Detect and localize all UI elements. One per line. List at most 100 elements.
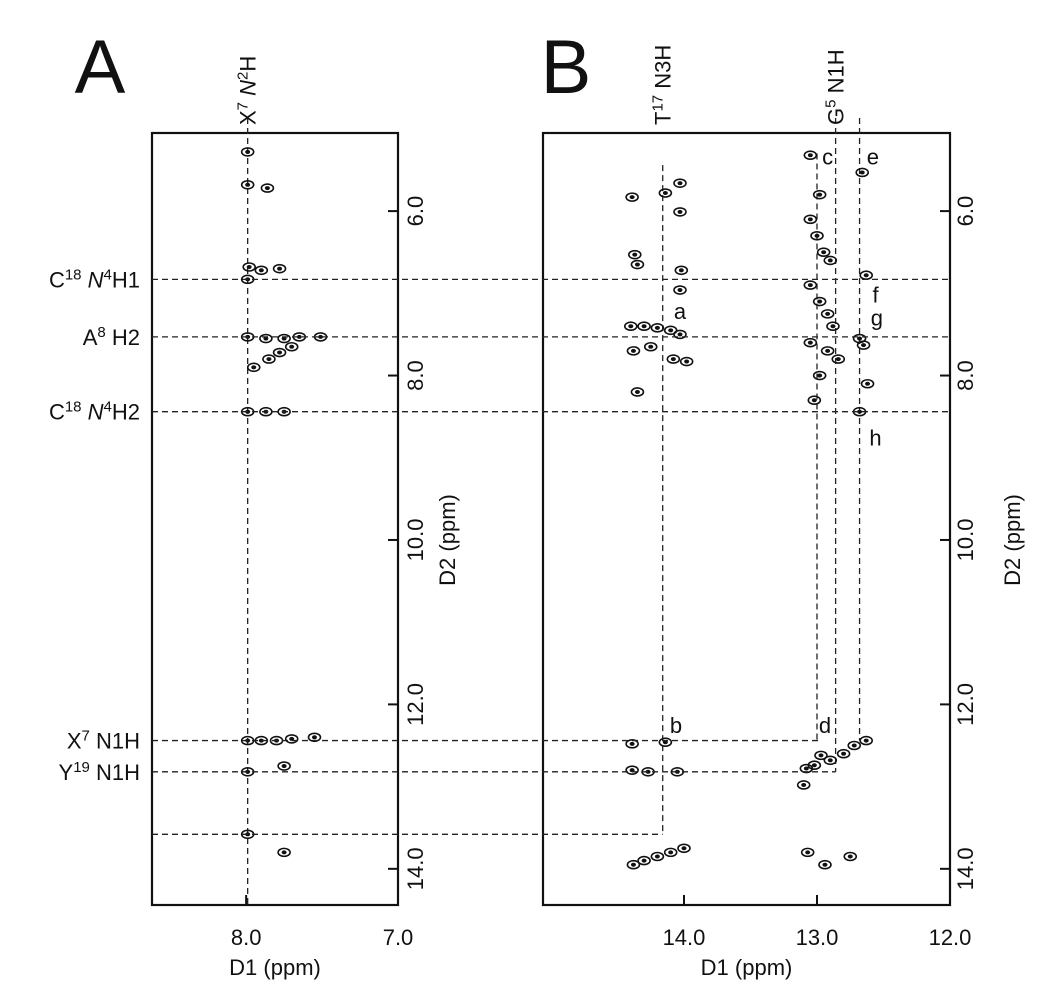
peak <box>823 755 838 766</box>
peak-core <box>634 389 640 394</box>
peak <box>284 341 299 352</box>
label-part: 4 <box>104 398 112 415</box>
column-label: G5 N1H <box>822 49 849 125</box>
peak-core <box>807 153 813 158</box>
peak-core <box>807 340 813 345</box>
peak-core <box>662 191 668 196</box>
x-axis-title: D1 (ppm) <box>701 955 793 980</box>
y-tick-label: 14.0 <box>403 847 428 890</box>
peak <box>240 179 255 190</box>
plot-frame <box>541 131 952 907</box>
peak <box>630 387 645 397</box>
peak <box>625 765 639 775</box>
label-part: T <box>651 112 676 125</box>
peak <box>803 214 818 225</box>
peak <box>812 296 827 307</box>
peak-core <box>847 854 853 859</box>
label-part: 8 <box>97 323 105 340</box>
label-part: 18 <box>65 398 82 415</box>
peak <box>810 230 824 241</box>
peak-core <box>857 336 863 341</box>
peak-core <box>289 344 295 349</box>
peak-core <box>258 738 264 743</box>
peak-core <box>628 324 634 329</box>
peak <box>277 333 291 344</box>
peak <box>816 247 831 258</box>
peak-letter: a <box>674 299 687 324</box>
peak-core <box>807 217 813 222</box>
y-tick-label: 6.0 <box>953 196 978 227</box>
peak-core <box>629 195 635 200</box>
peak <box>812 189 827 200</box>
peak <box>836 748 851 759</box>
y-tick-label: 12.0 <box>403 683 428 726</box>
peak-letter: e <box>867 144 879 169</box>
plot-frame <box>150 131 400 907</box>
peak-core <box>678 268 684 273</box>
x-tick-label: 8.0 <box>231 925 262 950</box>
peak <box>254 265 269 276</box>
peak-core <box>825 311 831 316</box>
x-tick-label: 12.0 <box>929 925 972 950</box>
peak <box>262 354 276 364</box>
label-part: N <box>82 267 104 292</box>
peak <box>677 843 691 854</box>
peak-core <box>851 743 857 748</box>
peak-core <box>277 350 283 355</box>
peak <box>666 354 681 364</box>
peak-core <box>841 751 847 756</box>
peak-core <box>277 266 283 271</box>
panel-label: A <box>75 25 126 110</box>
peak <box>259 406 273 417</box>
peak <box>626 859 641 870</box>
peak <box>240 147 255 157</box>
label-part: H <box>236 56 261 72</box>
peak <box>860 378 875 389</box>
x-tick-label: 14.0 <box>663 925 706 950</box>
y-axis-title: D2 (ppm) <box>1000 494 1025 586</box>
label-part: H2 <box>112 400 140 425</box>
y-tick-label: 10.0 <box>953 519 978 562</box>
peak <box>814 750 828 761</box>
panel-label: B <box>541 25 592 110</box>
label-part: C <box>49 267 65 292</box>
peak-letter: h <box>869 425 881 450</box>
peak-core <box>822 862 828 867</box>
label-part: H1 <box>112 267 140 292</box>
peak <box>812 370 827 381</box>
peak-core <box>821 250 827 255</box>
peak-core <box>807 283 813 288</box>
peak <box>623 321 638 332</box>
peak <box>246 362 261 373</box>
peak <box>852 333 867 344</box>
x-tick-label: 7.0 <box>383 925 414 950</box>
peak <box>859 735 874 746</box>
label-part: X <box>67 729 82 754</box>
peak-core <box>264 186 270 191</box>
label-part: A <box>83 325 98 350</box>
peak-core <box>670 357 676 362</box>
peak <box>277 847 291 858</box>
peak <box>650 323 665 333</box>
label-part: X <box>236 110 261 125</box>
peak-core <box>817 373 823 378</box>
peak-core <box>641 858 647 863</box>
label-part: 7 <box>234 102 251 110</box>
peak-letter: b <box>670 713 682 738</box>
label-part: 4 <box>104 266 112 283</box>
peak-core <box>281 764 287 769</box>
peak <box>679 356 694 367</box>
peak <box>637 855 651 866</box>
peak-core <box>634 262 640 267</box>
peak <box>847 740 862 751</box>
peak-core <box>632 252 638 257</box>
peak-core <box>258 268 264 273</box>
label-part: N <box>236 80 261 102</box>
peak-core <box>859 170 865 175</box>
peak <box>626 346 641 356</box>
peak-core <box>677 209 683 214</box>
peak-core <box>817 299 823 304</box>
peak <box>674 265 689 276</box>
peak-core <box>641 324 647 329</box>
